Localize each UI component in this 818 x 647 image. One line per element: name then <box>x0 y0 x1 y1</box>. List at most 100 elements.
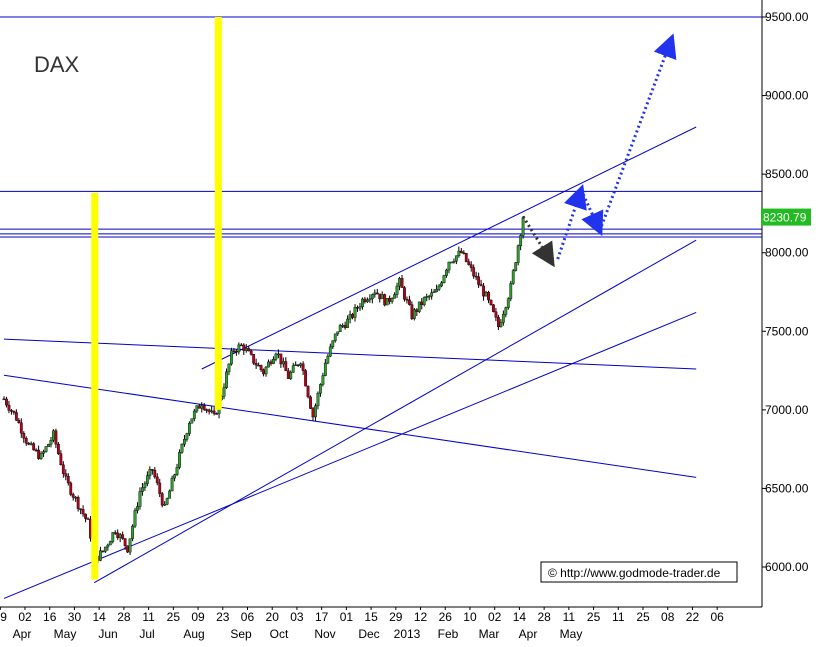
candle-body <box>257 364 261 367</box>
candle-body <box>430 292 434 297</box>
candle-body <box>301 363 305 371</box>
candle-body <box>489 299 493 305</box>
candle-body <box>205 409 209 411</box>
candle-body <box>200 405 204 409</box>
x-day-label: 29 <box>389 610 403 624</box>
candle-body <box>234 350 238 353</box>
candle-body <box>56 443 60 454</box>
candle-body <box>259 365 263 370</box>
candle-body <box>459 250 463 253</box>
candle-body <box>7 404 11 411</box>
trend-channel-lines <box>3 126 697 599</box>
candle-body <box>113 532 117 534</box>
x-month-label: Nov <box>314 627 335 641</box>
x-day-label: 03 <box>290 610 304 624</box>
candle-body <box>210 410 214 413</box>
trend-line <box>3 338 697 370</box>
candle-body <box>187 423 191 434</box>
candle-body <box>153 469 157 478</box>
candle-body <box>264 366 268 375</box>
candle-body <box>269 361 273 364</box>
highlight-bars <box>91 17 222 580</box>
projection-arrows <box>521 33 677 268</box>
candle-body <box>422 297 426 305</box>
y-tick-label: 9500.00 <box>765 10 809 24</box>
candle-body <box>286 370 290 379</box>
candle-body <box>190 418 194 424</box>
x-day-label: 25 <box>636 610 650 624</box>
projection-arrow-blue <box>556 184 587 260</box>
x-day-label: 06 <box>241 610 255 624</box>
candle-body <box>284 361 288 372</box>
candle-body <box>356 307 359 309</box>
candle-body <box>398 278 401 287</box>
x-day-label: 25 <box>587 610 601 624</box>
candle-body <box>405 299 409 301</box>
candle-body <box>462 252 466 254</box>
candle-body <box>472 267 476 277</box>
candle-body <box>225 371 228 388</box>
x-day-label: 19 <box>0 610 7 624</box>
candle-body <box>173 474 176 479</box>
candle-body <box>84 513 87 519</box>
candle-body <box>163 504 167 506</box>
candle-body <box>412 309 416 319</box>
credit-link[interactable]: © http://www.godmode-trader.de <box>548 566 721 580</box>
candle-body <box>333 333 337 341</box>
candle-body <box>197 405 201 409</box>
candle-body <box>346 318 350 328</box>
credit-box[interactable]: © http://www.godmode-trader.de <box>540 561 738 583</box>
candle-body <box>183 439 186 445</box>
x-day-label: 23 <box>216 610 230 624</box>
candle-body <box>370 294 374 300</box>
candle-body <box>358 306 362 309</box>
x-month-label: Oct <box>270 627 289 641</box>
candle-body <box>380 294 384 300</box>
candle-body <box>368 298 372 301</box>
x-month-label: Jun <box>98 627 117 641</box>
x-month-label: Jul <box>139 627 154 641</box>
candle-body <box>420 301 424 305</box>
candle-body <box>61 464 65 474</box>
candle-body <box>474 275 478 278</box>
candle-body <box>126 545 130 553</box>
x-month-label: Apr <box>519 627 538 641</box>
candle-body <box>415 309 419 312</box>
candle-body <box>215 413 218 415</box>
candle-body <box>101 550 105 552</box>
candle-body <box>385 298 389 306</box>
candle-body <box>506 298 510 308</box>
trend-line <box>93 239 697 584</box>
candle-body <box>336 331 340 335</box>
candle-body <box>457 250 461 256</box>
candle-body <box>351 314 354 318</box>
candle-body <box>400 278 404 288</box>
candle-body <box>5 398 8 406</box>
candle-body <box>10 410 13 412</box>
candle-body <box>47 444 50 447</box>
x-day-label: 01 <box>340 610 354 624</box>
candle-body <box>435 289 438 293</box>
candle-body <box>86 518 90 520</box>
last-price-box: 8230.79 <box>761 208 811 226</box>
candle-body <box>141 487 144 492</box>
candle-body <box>353 307 357 318</box>
candle-body <box>195 405 199 412</box>
candle-body <box>311 408 315 418</box>
candle-body <box>276 353 280 356</box>
y-tick-label: 8500.00 <box>765 167 809 181</box>
candle-body <box>39 453 43 459</box>
axis-frame <box>0 0 763 608</box>
projection-arrow-down <box>521 215 555 268</box>
candle-body <box>54 430 58 445</box>
x-day-label: 02 <box>488 610 502 624</box>
candle-body <box>64 473 68 477</box>
candle-body <box>121 534 125 539</box>
y-tick-label: 6500.00 <box>765 481 809 495</box>
candle-body <box>365 299 369 303</box>
candle-body <box>267 361 270 368</box>
candle-body <box>331 340 335 348</box>
candle-body <box>165 498 169 505</box>
candle-body <box>499 322 503 328</box>
